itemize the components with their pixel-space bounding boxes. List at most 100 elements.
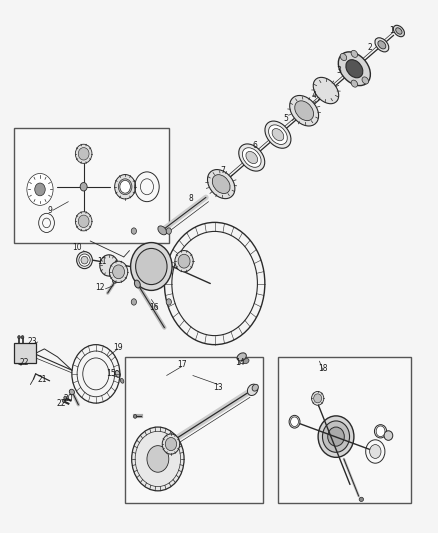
Circle shape (376, 426, 385, 437)
Ellipse shape (113, 265, 124, 279)
Ellipse shape (247, 384, 258, 395)
Ellipse shape (100, 255, 118, 276)
Circle shape (131, 299, 137, 305)
Ellipse shape (32, 181, 47, 198)
Text: 8: 8 (188, 194, 193, 203)
Ellipse shape (75, 144, 92, 164)
Ellipse shape (311, 391, 324, 405)
Circle shape (147, 446, 169, 472)
Ellipse shape (378, 41, 386, 49)
Ellipse shape (239, 144, 265, 171)
Text: 11: 11 (97, 257, 107, 265)
Ellipse shape (18, 336, 20, 339)
Ellipse shape (64, 396, 67, 399)
Text: 19: 19 (113, 343, 123, 352)
Bar (14, 128, 169, 243)
Text: 20: 20 (64, 394, 73, 403)
Ellipse shape (120, 378, 124, 383)
Ellipse shape (162, 434, 180, 454)
Ellipse shape (318, 416, 354, 457)
Text: 5: 5 (283, 114, 288, 123)
Ellipse shape (346, 60, 363, 78)
Text: 16: 16 (149, 303, 159, 312)
Text: 10: 10 (72, 244, 82, 253)
Circle shape (35, 183, 45, 196)
Circle shape (166, 299, 171, 305)
Bar (14, 343, 35, 364)
Ellipse shape (242, 148, 261, 167)
Circle shape (290, 417, 298, 426)
Ellipse shape (134, 415, 137, 418)
Ellipse shape (115, 370, 120, 377)
Text: 7: 7 (220, 166, 225, 175)
Ellipse shape (313, 77, 339, 104)
Ellipse shape (78, 148, 89, 160)
Ellipse shape (69, 389, 74, 394)
Ellipse shape (208, 169, 235, 199)
Ellipse shape (290, 95, 318, 126)
Ellipse shape (393, 25, 404, 37)
Text: 13: 13 (213, 383, 223, 392)
Ellipse shape (79, 254, 90, 266)
Ellipse shape (81, 256, 88, 264)
Text: 22: 22 (20, 358, 29, 367)
Text: 14: 14 (235, 358, 245, 367)
Ellipse shape (351, 80, 357, 87)
Ellipse shape (246, 151, 258, 164)
Text: 6: 6 (252, 141, 257, 150)
Ellipse shape (328, 427, 344, 446)
Circle shape (132, 427, 184, 491)
Circle shape (27, 173, 53, 205)
Ellipse shape (374, 425, 387, 438)
Ellipse shape (322, 421, 350, 453)
Text: 4: 4 (312, 91, 317, 100)
Ellipse shape (118, 179, 132, 195)
Ellipse shape (175, 251, 193, 272)
Ellipse shape (212, 175, 230, 193)
Ellipse shape (63, 399, 66, 402)
Bar (278, 357, 411, 503)
Ellipse shape (243, 359, 249, 364)
Text: 15: 15 (106, 369, 116, 378)
Ellipse shape (351, 50, 357, 58)
Text: 18: 18 (318, 364, 328, 373)
Ellipse shape (268, 125, 287, 144)
Text: 21: 21 (37, 375, 47, 384)
Ellipse shape (113, 278, 119, 283)
Ellipse shape (110, 261, 128, 282)
Circle shape (120, 180, 131, 193)
Text: 17: 17 (177, 360, 187, 369)
Circle shape (114, 263, 119, 270)
Ellipse shape (265, 121, 291, 148)
Ellipse shape (396, 28, 402, 34)
Circle shape (184, 263, 189, 270)
Ellipse shape (289, 415, 300, 428)
Ellipse shape (75, 212, 92, 231)
Circle shape (166, 228, 171, 234)
Ellipse shape (295, 101, 314, 120)
Ellipse shape (131, 243, 172, 290)
Circle shape (370, 445, 381, 458)
Ellipse shape (178, 254, 190, 268)
Ellipse shape (14, 361, 17, 364)
Ellipse shape (340, 53, 347, 61)
Ellipse shape (165, 438, 177, 450)
Ellipse shape (77, 252, 92, 269)
Circle shape (131, 228, 137, 234)
Bar (125, 357, 263, 503)
Ellipse shape (384, 431, 393, 440)
Text: 12: 12 (95, 283, 105, 292)
Ellipse shape (252, 384, 258, 391)
Ellipse shape (362, 77, 368, 84)
Ellipse shape (314, 394, 321, 403)
Text: 23: 23 (27, 337, 37, 346)
Ellipse shape (359, 497, 364, 502)
Text: 2: 2 (367, 43, 372, 52)
Text: 22: 22 (56, 399, 66, 408)
Circle shape (80, 182, 87, 191)
Ellipse shape (115, 174, 136, 199)
Ellipse shape (136, 248, 167, 285)
Text: 1: 1 (389, 26, 394, 35)
Ellipse shape (237, 353, 246, 361)
Ellipse shape (272, 128, 284, 141)
